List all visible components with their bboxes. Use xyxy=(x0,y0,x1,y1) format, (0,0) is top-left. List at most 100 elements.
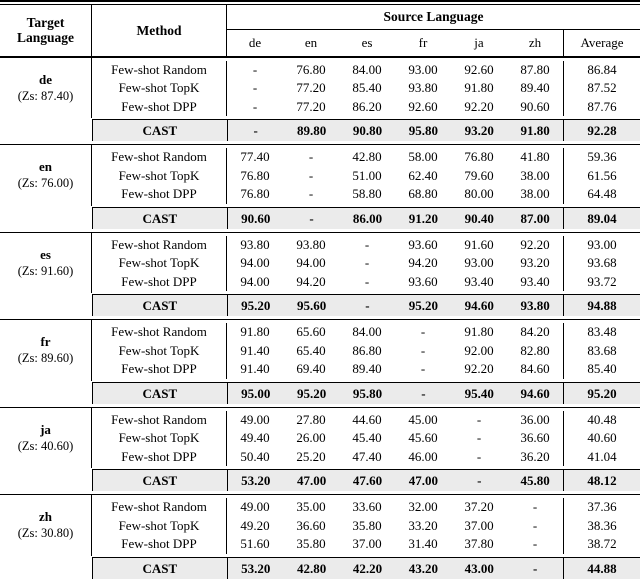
cast-average-cell: 92.28 xyxy=(563,120,640,141)
cast-value-cell: 90.60 xyxy=(227,207,284,229)
method-cell: Few-shot Random xyxy=(92,60,227,79)
cast-method-cell: CAST xyxy=(93,295,228,316)
average-cell: 93.68 xyxy=(563,254,640,273)
method-cell: Few-shot Random xyxy=(92,498,227,517)
value-cell: 47.40 xyxy=(352,448,382,464)
table-row: Few-shot Random - 76.80 84.00 93.00 92.60 87.8… xyxy=(92,60,640,79)
target-language-code: zh xyxy=(39,509,52,525)
value-cell: 35.00 xyxy=(296,499,326,514)
cast-average-cell: 44.88 xyxy=(563,557,640,579)
value-cell: 92.60 xyxy=(408,98,438,114)
value-cell: 58.00 xyxy=(408,149,438,164)
value-cell: 58.80 xyxy=(352,186,382,201)
table-row: Few-shot Random 77.40 - 42.80 58.00 76.80 41.8… xyxy=(92,148,640,167)
cast-value-cell: 53.20 xyxy=(227,470,284,491)
header-col-es: es xyxy=(361,35,373,50)
value-cell: 93.20 xyxy=(520,255,550,270)
cast-value-cell: 95.80 xyxy=(395,120,452,141)
cast-average-cell: 48.12 xyxy=(563,470,640,491)
value-cell: 93.00 xyxy=(464,255,494,270)
value-cell: 91.80 xyxy=(240,324,270,339)
table-row: Few-shot DPP - 77.20 86.20 92.60 92.20 90.60 87… xyxy=(92,97,640,116)
section-de: de (Zs: 87.40) Few-shot Random -76.80 84.00 9… xyxy=(0,57,640,145)
cast-row-en: CAST 90.60-86.00 91.20 90.40 87.00 89.04 xyxy=(92,206,640,229)
cast-value-cell: 93.80 xyxy=(507,295,564,316)
section-rows-ja: ja (Zs: 40.60) Few-shot Random 49.00 27.80 44… xyxy=(0,407,640,469)
cast-value-cell: 95.20 xyxy=(395,295,452,316)
value-cell: 92.20 xyxy=(464,98,494,114)
value-cell: - xyxy=(532,499,538,514)
value-cell: 49.00 xyxy=(240,411,270,427)
header-average: Average xyxy=(563,29,640,56)
average-cell: 61.56 xyxy=(563,166,640,185)
target-language-code: fr xyxy=(40,334,51,350)
cast-value-cell: 47.60 xyxy=(339,470,396,491)
header-target-language: Target Language xyxy=(0,4,92,56)
value-cell: 36.60 xyxy=(520,430,550,445)
cast-value-cell: 95.40 xyxy=(451,382,508,404)
value-cell: 45.00 xyxy=(408,411,438,427)
value-cell: 36.60 xyxy=(296,517,326,533)
cast-value-cell: 42.80 xyxy=(283,557,340,579)
cast-value-cell: - xyxy=(339,295,396,316)
value-cell: 37.00 xyxy=(352,536,382,551)
target-language-code: de xyxy=(39,71,52,87)
cast-row-ja: CAST 53.20 47.00 47.60 47.00-45.80 48.12 xyxy=(92,469,640,491)
top-rule-thin xyxy=(0,3,640,5)
value-cell: 94.00 xyxy=(240,255,270,270)
average-cell: 87.52 xyxy=(563,79,640,98)
cast-value-cell: 90.80 xyxy=(339,120,396,141)
table-row: Few-shot Random 49.00 35.00 33.60 32.00 37.20… xyxy=(92,498,640,517)
value-cell: 92.00 xyxy=(464,342,494,358)
value-cell: 44.60 xyxy=(352,411,382,427)
value-cell: - xyxy=(308,186,314,201)
value-cell: 92.20 xyxy=(464,361,494,376)
value-cell: - xyxy=(364,255,370,270)
section-rows-en: en (Zs: 76.00) Few-shot Random 77.40-42.80 5… xyxy=(0,145,640,206)
table-header: Target Language Method Source Language d… xyxy=(0,4,640,58)
cast-method-cell: CAST xyxy=(93,470,228,491)
value-cell: 45.60 xyxy=(408,430,438,445)
value-cell: 77.40 xyxy=(240,149,270,164)
cast-value-cell: 95.20 xyxy=(227,295,284,316)
cast-value-cell: 95.00 xyxy=(227,382,284,404)
value-cell: 89.40 xyxy=(520,80,550,95)
method-cell: Few-shot TopK xyxy=(92,254,227,273)
cast-method-cell: CAST xyxy=(93,120,228,141)
value-cell: 62.40 xyxy=(408,167,438,183)
target-language-code: ja xyxy=(40,421,51,437)
value-cell: - xyxy=(364,273,370,289)
table-row: Few-shot DPP 76.80 - 58.80 68.80 80.00 38.00 64… xyxy=(92,185,640,204)
method-rows: Few-shot Random 49.00 27.80 44.60 45.00 - 36.0… xyxy=(92,408,640,469)
average-cell: 87.76 xyxy=(563,97,640,116)
cast-value-cell: 86.00 xyxy=(339,207,396,229)
value-cell: 86.20 xyxy=(352,98,382,114)
table-row: Few-shot TopK 91.40 65.40 86.80 - 92.00 82.80 8… xyxy=(92,341,640,360)
method-cell: Few-shot TopK xyxy=(92,429,227,448)
value-cell: 31.40 xyxy=(408,536,438,551)
top-rule-thick xyxy=(0,0,640,2)
value-cell: - xyxy=(420,361,426,376)
section-es: es (Zs: 91.60) Few-shot Random 93.80 93.80-9… xyxy=(0,232,640,320)
table-row: Few-shot Random 49.00 27.80 44.60 45.00 - 36.0… xyxy=(92,410,640,429)
value-cell: 86.80 xyxy=(352,342,382,358)
average-cell: 93.00 xyxy=(563,235,640,254)
value-cell: - xyxy=(476,430,482,445)
cast-method-cell: CAST xyxy=(93,557,228,579)
value-cell: 33.60 xyxy=(352,499,382,514)
value-cell: 91.80 xyxy=(464,80,494,95)
value-cell: 91.80 xyxy=(464,324,494,339)
average-cell: 83.68 xyxy=(563,341,640,360)
value-cell: 46.00 xyxy=(408,448,438,464)
value-cell: 33.20 xyxy=(408,517,438,533)
value-cell: 25.20 xyxy=(296,448,326,464)
value-cell: 94.00 xyxy=(296,255,326,270)
target-cell-ja: ja (Zs: 40.60) xyxy=(0,407,92,468)
value-cell: 93.60 xyxy=(408,273,438,289)
average-cell: 86.84 xyxy=(563,60,640,79)
value-cell: - xyxy=(252,98,258,114)
value-cell: 94.00 xyxy=(240,273,270,289)
value-cell: 90.60 xyxy=(520,98,550,114)
header-col-ja: ja xyxy=(474,35,484,50)
method-cell: Few-shot DPP xyxy=(92,185,227,204)
